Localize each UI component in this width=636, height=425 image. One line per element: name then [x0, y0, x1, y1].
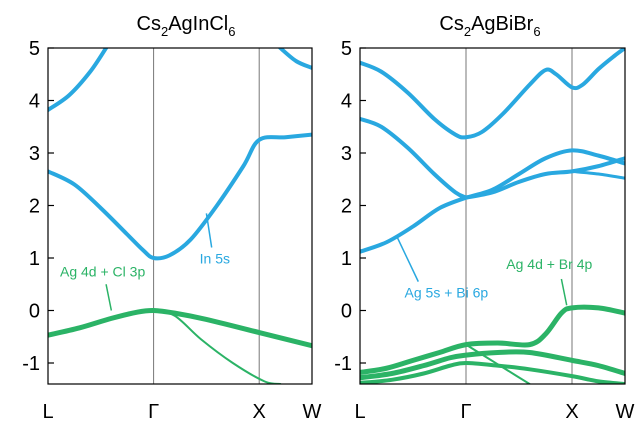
conduction-band-line [360, 195, 468, 254]
y-tick-label: 1 [29, 248, 40, 270]
panel-title: Cs2AgInCl6 [137, 13, 236, 39]
y-tick-label: -1 [22, 353, 40, 375]
conduction-band-line [360, 116, 468, 200]
valence-band-line [360, 361, 625, 384]
conduction-band-line [464, 148, 625, 200]
y-tick-label: 3 [29, 143, 40, 165]
valence-band-line [465, 343, 531, 384]
annotation-pointer [205, 213, 213, 248]
band-group [48, 48, 312, 384]
kpoint-label: X [253, 401, 266, 423]
panel-cs2agbibr6: Cs2AgBiBr6 -1 0 1 2 3 4 5 L Γ X W Ag 5s + Bi 6p Ag 4… [334, 13, 634, 423]
y-tick-label: 5 [29, 38, 40, 60]
y-tick-label: 5 [341, 38, 352, 60]
y-tick-label: 2 [29, 196, 40, 218]
kpoint-label: X [565, 401, 578, 423]
conduction-band-line [48, 48, 109, 112]
y-tick-label: 2 [341, 196, 352, 218]
plot-frame [359, 47, 626, 385]
plot-frame [47, 47, 313, 385]
y-tick-label: -1 [334, 353, 352, 375]
kpoint-label: L [42, 401, 53, 423]
kpoint-label: W [303, 401, 322, 423]
y-tick-label: 3 [341, 143, 352, 165]
valence-band-line [48, 307, 312, 349]
y-tick-label: 0 [341, 301, 352, 323]
band-annotation: Ag 4d + Cl 3p [60, 263, 145, 279]
y-tick-label: 1 [341, 248, 352, 270]
panel-cs2aginCl6: Cs2AgInCl6 -1 0 1 2 3 4 5 L Γ X W In 5s Ag 4d + Cl 3… [22, 13, 321, 423]
annotation-pointer [560, 278, 568, 306]
y-tick-label: 0 [29, 301, 40, 323]
annotation-pointer [396, 236, 419, 282]
kpoint-label: L [354, 401, 365, 423]
band-annotation: In 5s [200, 251, 230, 267]
conduction-band-line [48, 132, 312, 261]
conduction-band-line [570, 169, 625, 180]
y-tick-label: 4 [29, 91, 40, 113]
y-tick-label: 4 [341, 91, 352, 113]
band-annotation: Ag 4d + Br 4p [506, 256, 592, 272]
band-annotation: Ag 5s + Bi 6p [405, 285, 489, 301]
kpoint-label: W [616, 401, 635, 423]
panel-title: Cs2AgBiBr6 [439, 13, 540, 39]
conduction-band-line [278, 48, 312, 70]
valence-band-line [152, 309, 282, 384]
band-group [360, 48, 625, 384]
kpoint-label: Γ [460, 401, 471, 423]
annotation-pointer [105, 284, 113, 311]
valence-band-line [360, 304, 625, 375]
kpoint-label: Γ [148, 401, 159, 423]
conduction-band-line [360, 48, 625, 140]
conduction-band-line [464, 156, 625, 200]
